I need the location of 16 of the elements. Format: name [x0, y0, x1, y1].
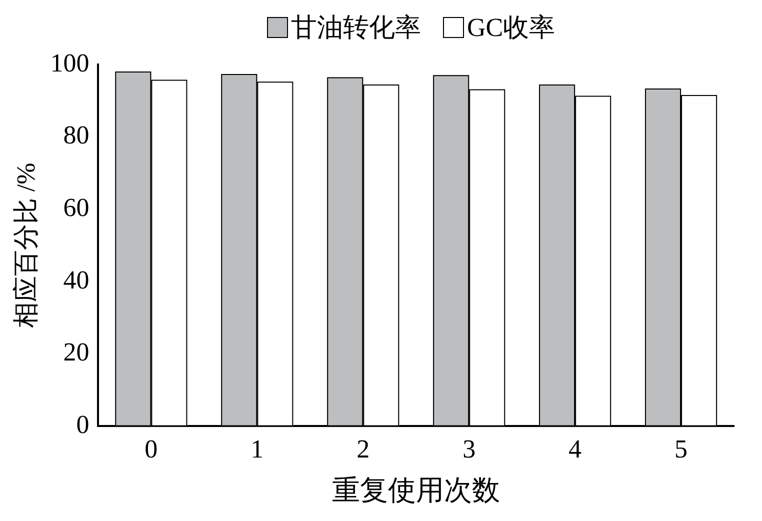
legend-label: 甘油转化率	[290, 12, 421, 44]
y-axis-title: 相应百分比 /%	[11, 162, 40, 328]
y-tick-label: 20	[63, 338, 90, 367]
x-tick-label: 2	[356, 434, 370, 464]
y-tick-label: 0	[76, 410, 90, 440]
x-tick-label: 5	[674, 434, 688, 464]
y-tick-label: 40	[63, 265, 90, 294]
x-tick-label: 4	[568, 434, 582, 464]
x-tick-label: 1	[250, 434, 264, 464]
x-axis-title: 重复使用次数	[332, 476, 500, 507]
x-tick-label: 0	[144, 434, 158, 464]
y-tick-label: 80	[63, 120, 90, 150]
x-tick-label: 3	[462, 434, 476, 464]
y-tick-label: 60	[63, 193, 90, 222]
legend-label: GC收率	[466, 12, 556, 44]
y-tick-label: 100	[50, 48, 90, 78]
